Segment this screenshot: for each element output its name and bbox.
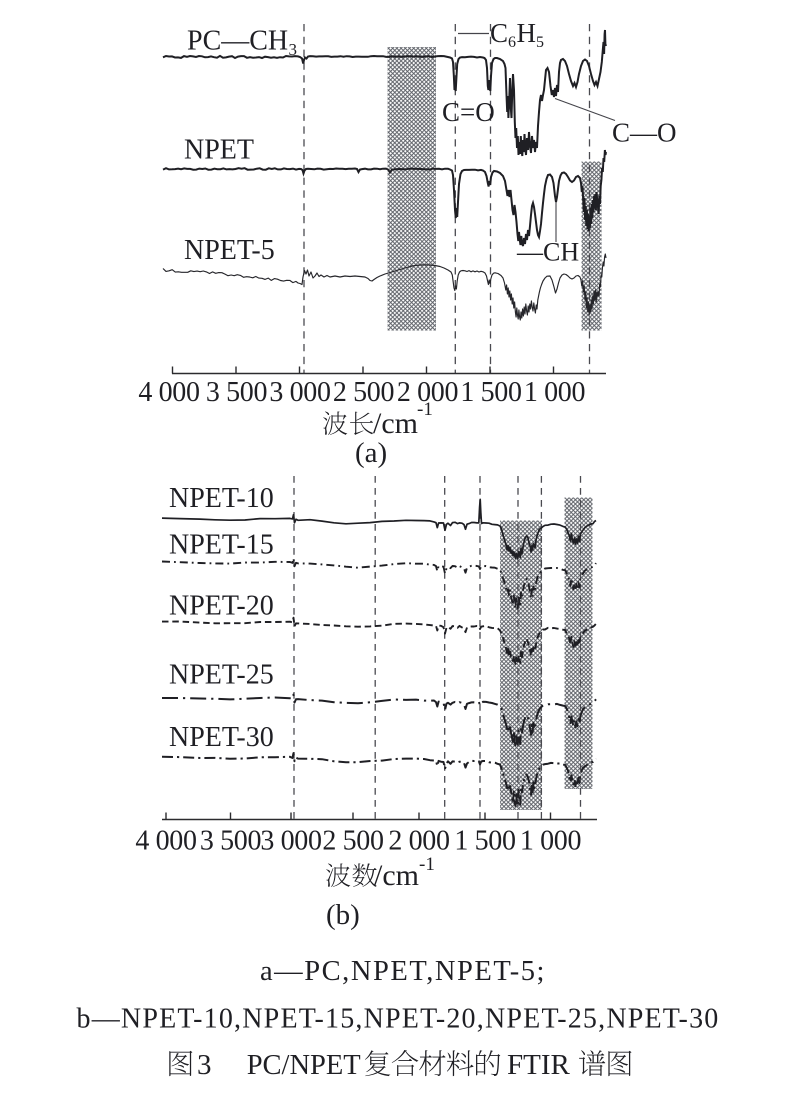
svg-text:1 500: 1 500 [460,377,521,408]
svg-text:NPET: NPET [184,135,254,166]
svg-text:H: H [517,18,537,48]
svg-text:3 500: 3 500 [200,826,261,857]
svg-text:NPET-15: NPET-15 [169,530,274,561]
svg-text:2 000: 2 000 [388,826,449,857]
svg-text:5: 5 [536,34,544,51]
svg-text:NPET-5: NPET-5 [184,235,275,266]
svg-text:1 000: 1 000 [524,377,585,408]
svg-text:4 000: 4 000 [135,826,196,857]
svg-text:3: 3 [197,1049,212,1081]
svg-text:-1: -1 [417,399,433,420]
svg-text:PC/NPET: PC/NPET [247,1050,361,1081]
svg-text:(a): (a) [355,437,387,469]
svg-text:FTIR: FTIR [507,1049,571,1081]
svg-text:a—PC,NPET,NPET-5;: a—PC,NPET,NPET-5; [260,956,546,987]
svg-text:PC—CH: PC—CH [187,26,288,57]
svg-text:b—NPET-10,NPET-15,NPET-20,NPET: b—NPET-10,NPET-15,NPET-20,NPET-25,NPET-3… [77,1004,720,1035]
svg-text:3 500: 3 500 [206,377,267,408]
svg-text:C=O: C=O [442,97,495,127]
svg-text:(b): (b) [326,899,360,931]
svg-text:/cm: /cm [374,859,419,892]
svg-text:2 500: 2 500 [322,826,383,857]
svg-text:C—O: C—O [612,118,677,148]
svg-text:-1: -1 [419,854,435,875]
svg-text:2 500: 2 500 [333,377,394,408]
svg-text:6: 6 [508,34,516,51]
svg-text:3 000: 3 000 [269,377,330,408]
svg-text:1 500: 1 500 [454,826,515,857]
svg-text:3: 3 [289,40,298,59]
svg-text:NPET-25: NPET-25 [169,660,274,691]
svg-text:—CH: —CH [516,238,579,267]
svg-text:2 000: 2 000 [397,377,458,408]
svg-text:3 000: 3 000 [260,826,321,857]
svg-text:NPET-20: NPET-20 [169,591,274,622]
svg-text:/cm: /cm [373,407,418,440]
svg-text:C: C [490,18,508,48]
svg-text:NPET-10: NPET-10 [169,483,274,514]
svg-text:1 000: 1 000 [520,826,581,857]
svg-text:4 000: 4 000 [138,377,199,408]
svg-text:NPET-30: NPET-30 [169,722,274,753]
